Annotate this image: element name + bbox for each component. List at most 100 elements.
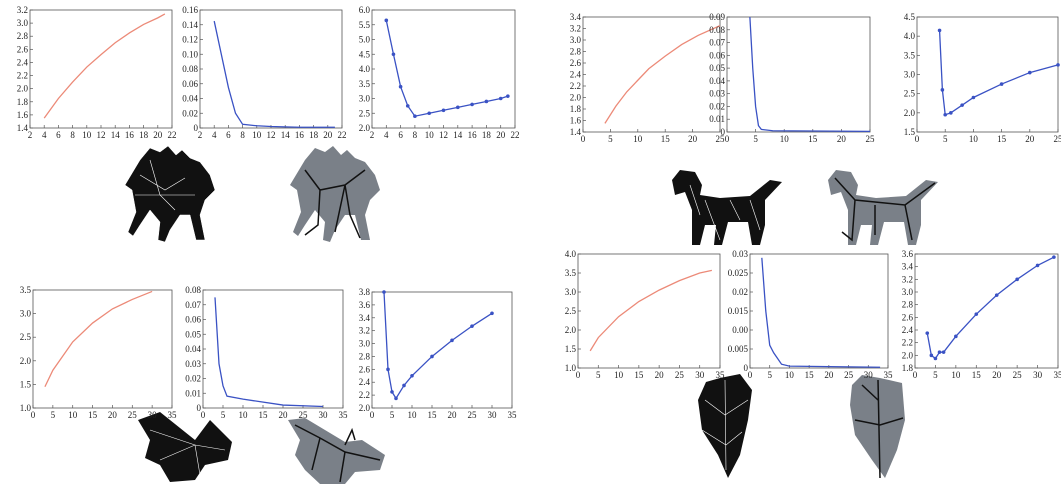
y-tick-label: 3.5 — [20, 285, 32, 295]
x-tick-label: 10 — [408, 410, 418, 420]
data-line — [384, 292, 492, 398]
x-tick-label: 15 — [997, 134, 1007, 144]
x-tick-label: 2 — [370, 130, 375, 140]
plot-frame — [915, 254, 1058, 368]
x-tick-label: 16 — [125, 130, 135, 140]
y-tick-label: 6.0 — [359, 5, 371, 15]
x-tick-label: 15 — [808, 134, 818, 144]
y-tick-label: 0.14 — [182, 20, 198, 30]
y-tick-label: 2.6 — [17, 44, 29, 54]
x-tick-label: 2 — [198, 130, 203, 140]
y-tick-label: 2.6 — [902, 312, 914, 322]
plot-frame — [750, 254, 888, 368]
x-tick-label: 20 — [837, 134, 847, 144]
y-tick-label: 0.06 — [185, 315, 201, 325]
y-tick-label: 3.0 — [565, 287, 577, 297]
butterfly-gray — [288, 418, 385, 484]
x-tick-label: 10 — [633, 134, 643, 144]
y-tick-label: 2.8 — [570, 47, 582, 57]
y-tick-label: 5.0 — [359, 35, 371, 45]
y-tick-label: 2.2 — [902, 338, 913, 348]
x-tick-label: 10 — [425, 130, 435, 140]
y-tick-label: 0.02 — [182, 108, 198, 118]
y-tick-label: 0.04 — [185, 344, 201, 354]
x-tick-label: 35 — [1054, 370, 1061, 380]
data-point — [392, 52, 396, 56]
x-tick-label: 8 — [413, 130, 418, 140]
x-tick-label: 16 — [468, 130, 478, 140]
y-tick-label: 2.8 — [17, 31, 29, 41]
data-point — [972, 96, 976, 100]
y-tick-label: 0.08 — [182, 64, 198, 74]
data-point — [506, 94, 510, 98]
y-tick-label: 0.12 — [182, 35, 198, 45]
data-point — [456, 106, 460, 110]
y-tick-label: 3.8 — [359, 287, 371, 297]
y-tick-label: 0.07 — [185, 300, 201, 310]
y-tick-label: 2.5 — [359, 108, 371, 118]
plot-frame — [33, 290, 172, 408]
y-tick-label: 4.0 — [904, 31, 916, 41]
x-tick-label: 15 — [805, 370, 815, 380]
y-tick-label: 4.0 — [565, 249, 577, 259]
y-tick-label: 3.0 — [17, 18, 29, 28]
y-tick-label: 2.4 — [359, 377, 371, 387]
y-tick-label: 2.8 — [359, 351, 371, 361]
x-tick-label: 10 — [239, 410, 249, 420]
y-tick-label: 3.5 — [359, 79, 371, 89]
y-tick-label: 0.06 — [709, 50, 725, 60]
x-tick-label: 5 — [767, 370, 772, 380]
x-tick-label: 30 — [864, 370, 874, 380]
y-tick-label: 2.0 — [20, 356, 32, 366]
x-tick-label: 20 — [655, 370, 665, 380]
data-point — [410, 374, 414, 378]
plot-frame — [200, 10, 342, 128]
y-tick-label: 1.4 — [17, 123, 29, 133]
data-point — [399, 85, 403, 89]
y-tick-label: 2.2 — [570, 81, 581, 91]
y-tick-label: 1.6 — [570, 116, 582, 126]
y-tick-label: 0.10 — [182, 49, 198, 59]
x-tick-label: 30 — [319, 410, 329, 420]
data-point — [995, 293, 999, 297]
x-tick-label: 20 — [323, 130, 333, 140]
x-tick-label: 6 — [398, 130, 403, 140]
y-tick-label: 2.0 — [904, 108, 916, 118]
camel-gray — [290, 146, 380, 242]
data-line — [214, 21, 335, 127]
x-tick-label: 8 — [70, 130, 75, 140]
y-tick-label: 0.03 — [185, 359, 201, 369]
x-tick-label: 18 — [482, 130, 492, 140]
y-tick-label: 0.02 — [185, 374, 201, 384]
x-tick-label: 15 — [259, 410, 269, 420]
y-tick-label: 2.6 — [570, 58, 582, 68]
x-tick-label: 10 — [951, 370, 961, 380]
plot-frame — [203, 290, 343, 408]
butterfly-shapes — [138, 412, 385, 484]
x-tick-label: 25 — [128, 410, 138, 420]
x-tick-label: 18 — [139, 130, 149, 140]
plot-frame — [30, 10, 172, 128]
x-tick-label: 10 — [780, 134, 790, 144]
y-tick-label: 2.2 — [17, 71, 28, 81]
data-point — [925, 331, 929, 335]
x-tick-label: 20 — [824, 370, 834, 380]
data-point — [1028, 71, 1032, 75]
x-tick-label: 0 — [748, 370, 753, 380]
x-tick-label: 20 — [448, 410, 458, 420]
y-tick-label: 1.4 — [570, 127, 582, 137]
y-tick-label: 4.5 — [904, 12, 916, 22]
x-tick-label: 0 — [581, 134, 586, 144]
x-tick-label: 15 — [972, 370, 982, 380]
x-tick-label: 25 — [866, 134, 876, 144]
x-tick-label: 5 — [596, 370, 601, 380]
y-tick-label: 1.8 — [902, 363, 914, 373]
x-tick-label: 0 — [915, 134, 920, 144]
y-tick-label: 5.5 — [359, 20, 371, 30]
y-tick-label: 0.02 — [709, 101, 725, 111]
y-tick-label: 3.0 — [902, 287, 914, 297]
y-tick-label: 1.8 — [570, 104, 582, 114]
y-tick-label: 3.0 — [359, 339, 371, 349]
plot-frame — [727, 17, 870, 132]
x-tick-label: 14 — [111, 130, 121, 140]
